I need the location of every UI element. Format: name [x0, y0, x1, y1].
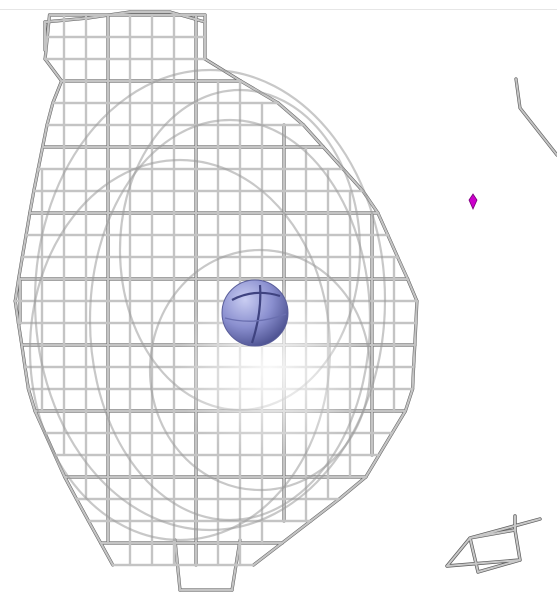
mesh-edge — [17, 255, 24, 281]
mesh-edge — [41, 123, 49, 149]
mesh-edge — [17, 321, 23, 347]
mesh-edge — [404, 387, 414, 413]
mesh-edge — [277, 101, 305, 127]
mesh-edge — [21, 233, 28, 259]
mesh-edge — [43, 57, 63, 83]
mesh-edge — [302, 123, 325, 149]
mesh-edge — [28, 189, 35, 215]
mesh-edge — [252, 541, 284, 567]
mesh-edge — [414, 299, 418, 325]
mesh-edge — [412, 343, 416, 369]
mesh-edge — [27, 387, 37, 413]
mesh-edge — [99, 541, 114, 567]
mesh-edge — [14, 277, 20, 303]
contour-ring — [148, 248, 372, 492]
mesh-edge — [14, 299, 20, 325]
mesh-edge — [281, 519, 312, 545]
mesh-edge — [364, 453, 381, 479]
mesh-edge — [46, 13, 51, 39]
mesh-edge — [168, 10, 207, 24]
mesh-edge — [86, 10, 132, 20]
central-atom-sphere[interactable] — [221, 279, 289, 347]
mesh-edge — [391, 409, 407, 435]
corner-mesh-fragment — [445, 514, 542, 574]
mesh-edge — [25, 211, 31, 237]
side-marker-diamond[interactable] — [468, 193, 478, 210]
mesh-edge — [51, 79, 63, 105]
mesh-edge — [87, 519, 102, 545]
mesh-edge — [20, 343, 27, 369]
mesh-edge — [230, 538, 242, 592]
mesh-edge — [396, 255, 409, 281]
mesh-edge — [322, 145, 345, 171]
mesh-edge — [32, 167, 40, 193]
mesh-edge — [386, 233, 399, 259]
mesh-edge — [309, 497, 341, 523]
mesh-edge — [376, 211, 389, 237]
mesh-edge — [75, 497, 90, 523]
mesh-edge — [338, 475, 367, 501]
mesh-edge — [63, 475, 78, 501]
mesh-edge — [413, 321, 417, 347]
mesh-edge — [43, 16, 90, 24]
mesh-edge — [43, 35, 49, 61]
mesh-edge — [37, 145, 44, 171]
contour-ring — [88, 118, 372, 522]
mesh-edge — [411, 365, 415, 391]
mesh-edge — [45, 101, 54, 127]
highlight-glow — [175, 280, 365, 460]
edge-mesh-fragment — [514, 77, 557, 157]
mesh-edge — [377, 431, 394, 457]
mesh-edge — [173, 538, 182, 592]
mesh-edge — [406, 277, 418, 303]
mesh-edge — [342, 167, 364, 193]
mesh-edge — [23, 365, 30, 391]
viewport-top-border — [0, 9, 557, 10]
